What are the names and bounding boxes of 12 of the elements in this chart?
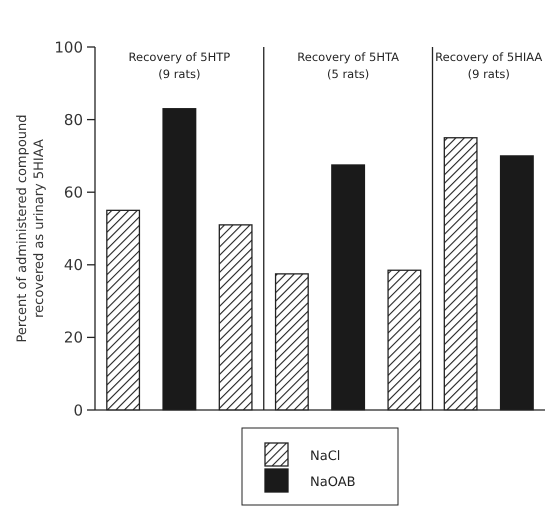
annotation: Recovery of 5HIAA (9 rats) xyxy=(435,50,542,81)
y-tick-label: 60 xyxy=(64,183,83,202)
y-tick-label: 100 xyxy=(54,38,83,56)
annotation: Recovery of 5HTA (5 rats) xyxy=(297,50,400,81)
y-tick-label: 20 xyxy=(64,328,83,347)
y-tick-label: 40 xyxy=(64,256,83,274)
legend-label: NaCl xyxy=(310,449,340,464)
legend-label: NaOAB xyxy=(310,475,356,490)
y-tick-label: 80 xyxy=(64,110,83,129)
y-axis-title: Percent of administered compound recovered as urinary 5HIAA xyxy=(15,114,47,343)
y-tick-label: 0 xyxy=(73,401,83,420)
annotation: Recovery of 5HTP (9 rats) xyxy=(128,50,230,81)
